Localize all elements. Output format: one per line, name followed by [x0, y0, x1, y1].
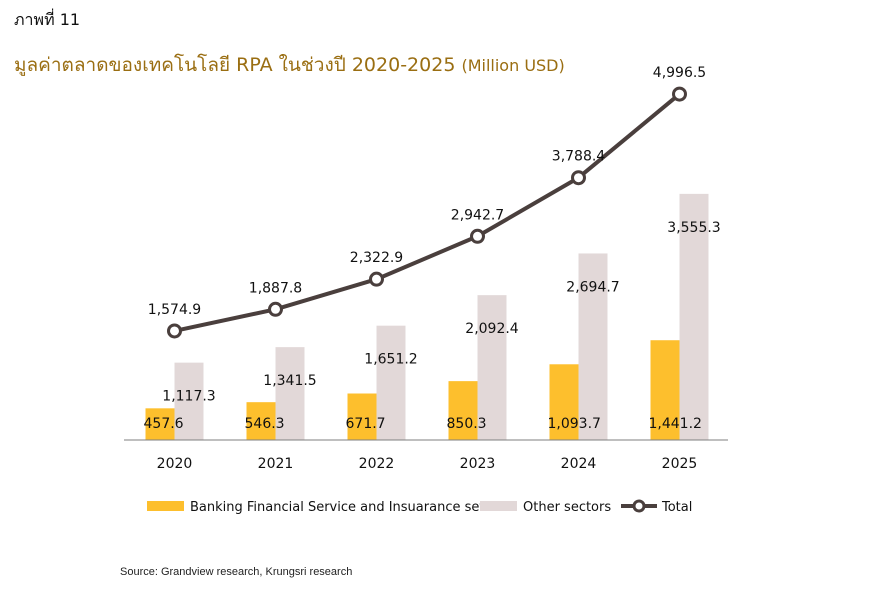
bar-banking-2023	[448, 381, 478, 440]
x-tick-label-2022: 2022	[359, 456, 395, 472]
bar-other-2021	[275, 347, 305, 440]
total-point-2022	[369, 271, 384, 287]
bar-other-2024	[578, 253, 608, 440]
label-total-2025: 4,996.5	[653, 65, 706, 81]
label-other-2024: 2,694.7	[566, 279, 619, 295]
x-tick-label-2020: 2020	[157, 456, 193, 472]
legend-label-other: Other sectors	[523, 500, 611, 515]
legend-label-total: Total	[661, 500, 692, 515]
label-total-2022: 2,322.9	[350, 250, 403, 266]
bar-banking-2021	[246, 402, 276, 440]
label-banking-2023: 850.3	[447, 416, 487, 432]
legend-swatch-other	[480, 501, 517, 511]
total-line	[174, 92, 681, 333]
label-other-2023: 2,092.4	[465, 321, 519, 337]
total-point-2025	[672, 86, 687, 102]
label-other-2021: 1,341.5	[263, 373, 316, 389]
total-line-group: 1,574.9 1,887.8 2,322.9 2,942.7 3,788.4 4,996…	[148, 65, 706, 339]
legend: Banking Financial Service and Insuarance…	[147, 499, 692, 515]
total-point-2021	[268, 301, 283, 317]
label-total-2023: 2,942.7	[451, 207, 504, 223]
bar-banking-2022	[347, 393, 377, 440]
label-total-2020: 1,574.9	[148, 302, 201, 318]
bar-other-2020	[174, 362, 204, 440]
total-point-2023	[470, 228, 485, 244]
bar-banking-2020	[145, 408, 175, 440]
total-point-2024	[571, 170, 586, 186]
total-point-2020	[167, 323, 182, 339]
chart-title-text: มูลค่าตลาดของเทคโนโลยี RPA ในช่วงปี 2020…	[14, 54, 456, 76]
source-note: Source: Grandview research, Krungsri res…	[120, 566, 353, 578]
label-banking-2021: 546.3	[245, 416, 285, 432]
label-banking-2025: 1,441.2	[649, 416, 702, 432]
bar-other-2023	[477, 295, 507, 440]
bar-other-2025	[679, 193, 709, 440]
label-banking-2022: 671.7	[346, 416, 386, 432]
chart-title: มูลค่าตลาดของเทคโนโลยี RPA ในช่วงปี 2020…	[14, 50, 565, 80]
x-tick-label-2024: 2024	[561, 456, 597, 472]
label-other-2020: 1,117.3	[162, 389, 215, 405]
label-total-2021: 1,887.8	[249, 280, 302, 296]
label-other-2025: 3,555.3	[667, 220, 720, 236]
bar-other-2022	[376, 325, 406, 440]
x-tick-labels: 2020 2021 2022 2023 2024 2025	[157, 456, 698, 472]
bars-group: 457.6 1,117.3 546.3 1,341.5 671.7 1,651.2 850.…	[144, 193, 721, 440]
label-other-2022: 1,651.2	[364, 352, 417, 368]
bar-banking-2024	[549, 364, 579, 440]
x-tick-label-2021: 2021	[258, 456, 294, 472]
legend-swatch-banking	[147, 501, 184, 511]
x-tick-label-2025: 2025	[662, 456, 698, 472]
figure-label: ภาพที่ 11	[14, 10, 81, 29]
label-banking-2020: 457.6	[144, 416, 184, 432]
legend-swatch-total-marker	[632, 499, 646, 513]
label-total-2024: 3,788.4	[552, 149, 606, 165]
x-tick-label-2023: 2023	[460, 456, 496, 472]
label-banking-2024: 1,093.7	[548, 416, 601, 432]
legend-label-banking: Banking Financial Service and Insuarance…	[190, 500, 498, 515]
chart-title-unit: (Million USD)	[461, 56, 565, 75]
bar-banking-2025	[650, 340, 680, 440]
